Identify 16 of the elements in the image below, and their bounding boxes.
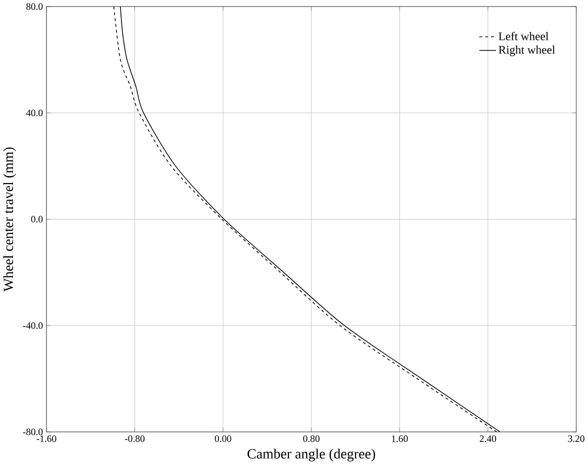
- x-tick-label: -1.60: [36, 436, 56, 442]
- x-axis-title: Camber angle (degree): [248, 448, 376, 462]
- x-tick-label: 1.60: [392, 436, 408, 442]
- legend-label: Right wheel: [498, 46, 556, 56]
- x-tick-label: 2.40: [480, 436, 496, 442]
- legend-label: Left wheel: [498, 32, 548, 40]
- x-tick-label: -0.80: [124, 436, 145, 442]
- y-tick-label: -80.0: [23, 428, 43, 436]
- y-axis-title: Wheel center travel (mm): [3, 148, 16, 292]
- x-tick-label: 3.20: [568, 436, 584, 442]
- y-tick-label: 40.0: [26, 110, 43, 116]
- y-tick-label: 80.0: [26, 3, 43, 10]
- y-tick-label: -40.0: [23, 322, 43, 330]
- x-tick-label: 0.80: [303, 436, 320, 442]
- x-tick-label: 0.00: [214, 436, 232, 442]
- y-tick-label: 0.0: [31, 216, 43, 223]
